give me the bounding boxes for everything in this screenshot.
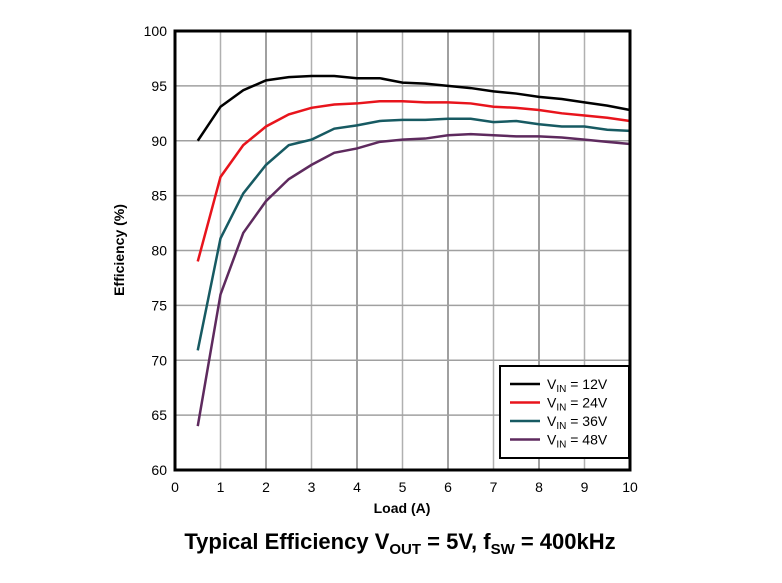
x-tick-label: 6 bbox=[444, 479, 452, 495]
legend-label: VIN = 12V bbox=[547, 376, 608, 395]
y-tick-label: 60 bbox=[151, 462, 167, 478]
legend-label: VIN = 24V bbox=[547, 395, 608, 414]
legend-label: VIN = 48V bbox=[547, 432, 608, 451]
x-tick-label: 7 bbox=[490, 479, 498, 495]
y-tick-label: 95 bbox=[151, 78, 167, 94]
x-tick-label: 0 bbox=[171, 479, 179, 495]
x-tick-label: 9 bbox=[581, 479, 589, 495]
y-tick-label: 85 bbox=[151, 188, 167, 204]
x-tick-label: 3 bbox=[308, 479, 316, 495]
x-tick-label: 5 bbox=[399, 479, 407, 495]
y-tick-label: 65 bbox=[151, 407, 167, 423]
y-tick-label: 100 bbox=[144, 23, 168, 39]
y-tick-label: 80 bbox=[151, 243, 167, 259]
x-tick-label: 10 bbox=[622, 479, 638, 495]
chart-title: Typical Efficiency VOUT = 5V, fSW = 400k… bbox=[184, 529, 615, 558]
y-tick-label: 75 bbox=[151, 297, 167, 313]
x-tick-label: 8 bbox=[535, 479, 543, 495]
legend-label: VIN = 36V bbox=[547, 413, 608, 432]
tick-labels: 0 1 2 3 4 5 6 7 8 9 10 60 65 70 75 80 85 90 95 100 bbox=[144, 23, 638, 495]
x-tick-label: 2 bbox=[262, 479, 270, 495]
plot-frame bbox=[173, 29, 632, 472]
x-tick-label: 1 bbox=[217, 479, 225, 495]
series-line-2 bbox=[196, 99, 631, 262]
series-line-4 bbox=[196, 132, 631, 427]
y-axis-label: Efficiency (%) bbox=[111, 204, 127, 296]
series-lines bbox=[196, 74, 631, 427]
legend-box bbox=[499, 365, 630, 459]
series-line-1 bbox=[196, 74, 631, 142]
y-tick-label: 70 bbox=[151, 352, 167, 368]
x-axis-label: Load (A) bbox=[374, 500, 431, 516]
y-tick-label: 90 bbox=[151, 133, 167, 149]
x-tick-label: 4 bbox=[353, 479, 361, 495]
series-line-3 bbox=[196, 117, 631, 351]
